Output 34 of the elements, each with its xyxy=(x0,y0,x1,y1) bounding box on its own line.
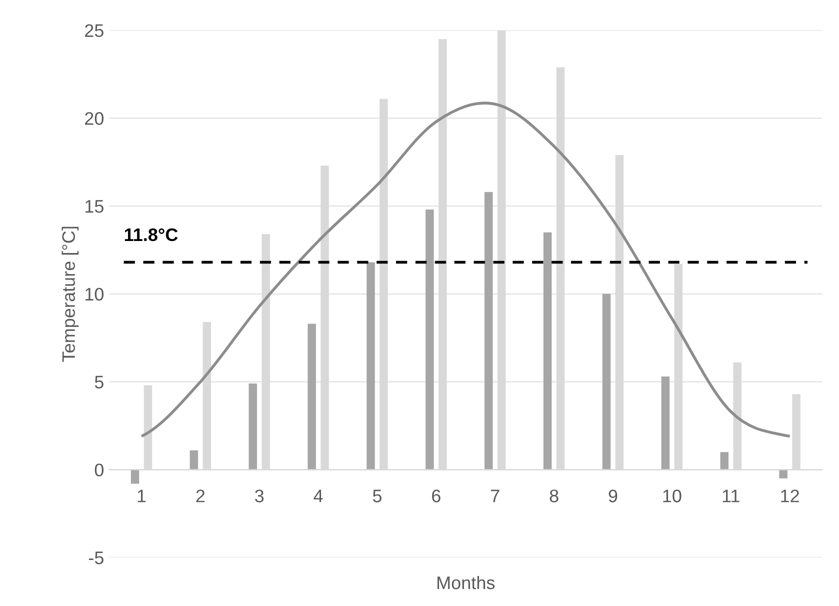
x-tick-label: 9 xyxy=(608,490,618,502)
x-tick-label: 1 xyxy=(138,490,146,502)
y-tick-label: 20 xyxy=(85,112,104,125)
x-tick-label: 7 xyxy=(491,490,500,502)
bar xyxy=(543,232,552,470)
y-tick-label: 10 xyxy=(86,288,104,301)
x-tick-label: 6 xyxy=(432,490,440,502)
bar xyxy=(720,452,729,470)
ref-line-label: 11.8°C xyxy=(124,228,178,242)
x-tick-label: 5 xyxy=(372,490,382,502)
bar xyxy=(190,450,198,470)
y-axis-title: Temperature [°C] xyxy=(62,226,79,362)
x-tick-label: 3 xyxy=(255,490,264,502)
x-tick-label: 4 xyxy=(314,490,323,502)
y-tick-label: 5 xyxy=(94,376,104,388)
bar xyxy=(661,376,670,470)
y-tick-label: 15 xyxy=(86,200,104,213)
bar xyxy=(130,470,140,484)
bar xyxy=(308,324,316,470)
y-tick-label: 25 xyxy=(85,24,104,38)
x-tick-label: 11 xyxy=(722,490,740,502)
y-tick-label: 0 xyxy=(94,464,104,476)
x-axis-title: Months xyxy=(438,576,495,590)
bar xyxy=(779,470,788,478)
bar xyxy=(366,262,375,470)
x-tick-label: 2 xyxy=(196,490,205,502)
bar xyxy=(484,192,493,470)
x-tick-label: 10 xyxy=(663,490,682,502)
bar xyxy=(248,384,258,470)
y-tick-label: -5 xyxy=(88,552,104,564)
bar xyxy=(426,210,434,470)
bar xyxy=(602,294,611,470)
x-tick-label: 8 xyxy=(550,490,558,502)
x-tick-label: 12 xyxy=(781,490,799,502)
